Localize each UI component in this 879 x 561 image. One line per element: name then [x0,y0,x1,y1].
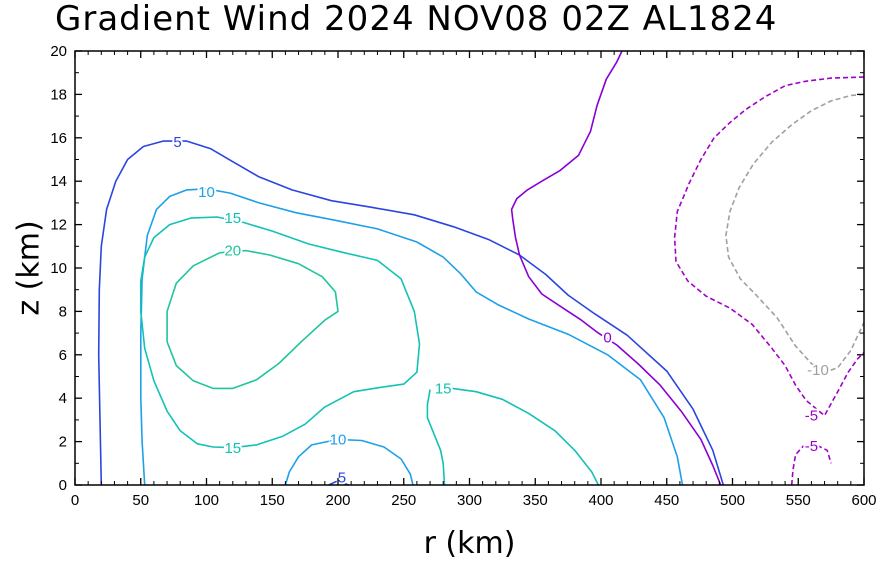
y-axis-ticks: 0 2 4 6 8 10 12 14 16 18 20 [50,43,864,494]
x-tick-label: 600 [851,492,876,509]
y-tick-label: 2 [59,434,67,451]
contour-label: -5 [805,438,818,455]
x-tick-label: 500 [720,492,745,509]
x-tick-label: 0 [71,492,79,509]
contour-line-level-5 [97,140,725,486]
contour-label: 20 [224,243,241,260]
x-axis-label: r (km) [424,526,516,561]
y-tick-label: 12 [50,217,67,234]
y-tick-label: 4 [59,390,67,407]
contour-labels: 5 5 10 10 15 15 15 20 0 -5 -5 -10 [171,132,830,488]
chart-title: Gradient Wind 2024 NOV08 02Z AL1824 [55,0,777,39]
plot-frame [74,50,865,486]
contour-label: 5 [173,134,181,151]
contour-label: 5 [338,469,346,486]
x-tick-label: 50 [132,492,149,509]
x-tick-label: 400 [588,492,613,509]
contour-label: -5 [805,408,818,425]
contour-line-level-15 [426,389,446,486]
contour-label: 10 [198,184,215,201]
x-tick-label: 550 [786,492,811,509]
y-tick-label: 10 [50,260,67,277]
y-tick-label: 8 [59,303,67,320]
x-tick-label: 300 [457,492,482,509]
x-tick-label: 100 [194,492,219,509]
x-tick-label: 250 [391,492,416,509]
contour-label: -10 [807,362,829,379]
x-tick-label: 150 [260,492,285,509]
y-tick-label: 6 [59,347,67,364]
y-tick-label: 0 [59,477,67,494]
contour-line-level-15 [140,216,421,449]
y-tick-label: 16 [50,130,67,147]
y-tick-label: 14 [50,173,67,190]
y-axis-label: z (km) [12,220,47,315]
contour-label: 15 [224,210,241,227]
contour-line-level-10 [140,188,684,486]
contour-label: 15 [435,380,452,397]
contour-label: 15 [224,440,241,457]
contour-lines [97,50,865,486]
contour-line-level-15 [452,387,600,486]
x-axis-ticks: 0 50 100 150 200 250 300 350 400 450 500 550 600 [71,51,877,509]
contour-line-level-0 [510,50,722,486]
contour-label: 10 [330,431,347,448]
contour-line-level-neg10 [725,93,865,373]
x-tick-label: 450 [654,492,679,509]
x-tick-label: 350 [523,492,548,509]
y-tick-label: 18 [50,86,67,103]
contour-line-level-10 [284,438,414,486]
y-tick-label: 20 [50,43,67,60]
x-tick-label: 200 [325,492,350,509]
contour-line-level-neg5 [790,445,832,486]
contour-line-level-neg5 [673,76,865,417]
contour-line-level-20 [166,249,339,390]
contour-label: 0 [603,329,611,346]
